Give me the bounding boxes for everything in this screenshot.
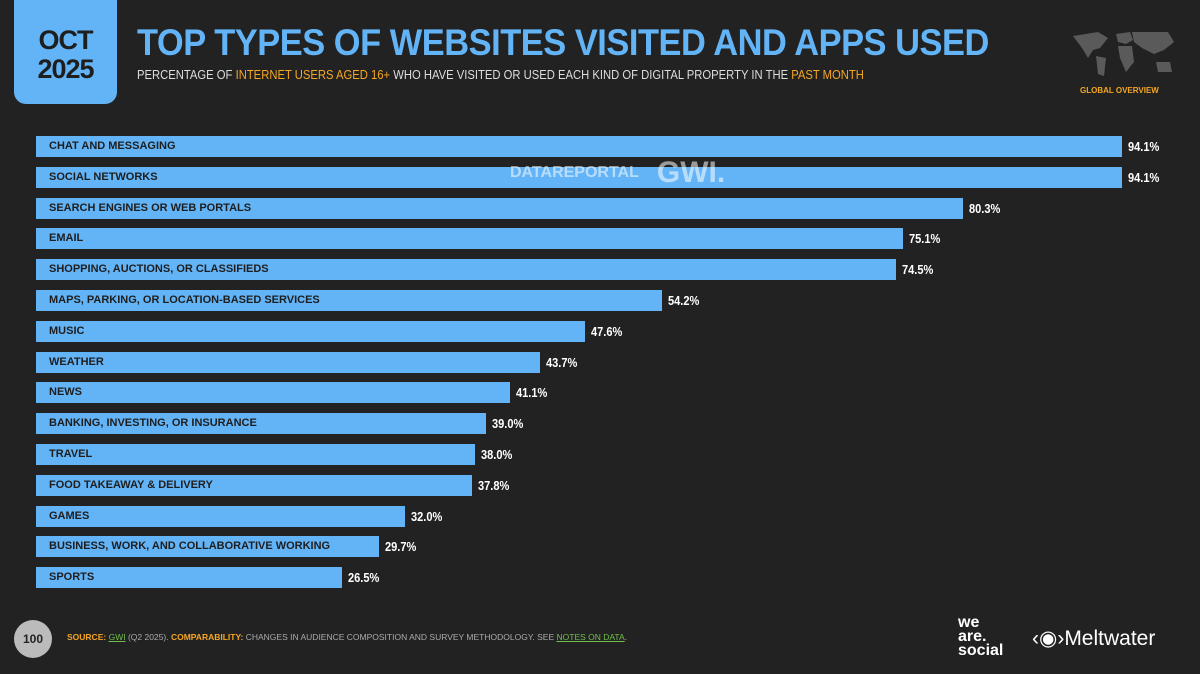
bar — [36, 197, 963, 219]
footer-source: SOURCE: GWI (Q2 2025). COMPARABILITY: CH… — [67, 632, 627, 642]
page-title: TOP TYPES OF WEBSITES VISITED AND APPS U… — [137, 22, 989, 63]
bar — [36, 290, 662, 311]
bar — [36, 444, 475, 465]
bar-category-label: TRAVEL — [49, 448, 93, 460]
bar-value-label: 26.5% — [347, 570, 380, 586]
bar-value-label: 43.7% — [546, 354, 578, 370]
bar-category-label: MAPS, PARKING, OR LOCATION-BASED SERVICE… — [49, 294, 320, 306]
region-label: GLOBAL OVERVIEW — [1080, 86, 1159, 95]
meltwater-logo: ‹◉›Meltwater — [1032, 626, 1155, 651]
bar — [36, 536, 379, 558]
bar — [36, 505, 406, 527]
bar-value-label: 54.2% — [667, 293, 699, 308]
bar — [36, 320, 586, 342]
we-are-social-logo: we are. social — [958, 614, 1004, 659]
bar-value-label: 39.0% — [492, 416, 524, 432]
bar-category-label: BUSINESS, WORK, AND COLLABORATIVE WORKIN… — [49, 540, 331, 553]
bar-value-label: 94.1% — [1128, 169, 1160, 185]
bar-category-label: FOOD TAKEAWAY & DELIVERY — [49, 478, 213, 491]
watermark-datareportal: DATAREPORTAL — [510, 164, 639, 182]
subtitle-text: PERCENTAGE OF — [137, 68, 236, 82]
date-month: OCT — [38, 25, 94, 55]
date-badge: OCT 2025 — [14, 0, 117, 104]
bar — [36, 259, 896, 281]
bar — [36, 136, 1122, 157]
bar — [36, 228, 903, 250]
bar-category-label: WEATHER — [49, 355, 104, 368]
bar-category-label: SEARCH ENGINES OR WEB PORTALS — [49, 201, 252, 214]
subtitle-text: WHO HAVE VISITED OR USED EACH KIND OF DI… — [390, 68, 792, 82]
source-label: SOURCE: — [67, 632, 107, 642]
bar-value-label: 29.7% — [384, 539, 417, 555]
bar-category-label: SPORTS — [49, 571, 95, 584]
page-subtitle: PERCENTAGE OF INTERNET USERS AGED 16+ WH… — [137, 68, 864, 82]
bar-category-label: SHOPPING, AUCTIONS, OR CLASSIFIEDS — [49, 263, 269, 276]
footer-end: . — [624, 632, 628, 642]
logo-text: are. — [958, 628, 987, 645]
bar-category-label: CHAT AND MESSAGING — [49, 140, 176, 152]
logo-text: Meltwater — [1064, 627, 1156, 650]
bar-value-label: 74.5% — [901, 262, 934, 278]
comparability-label: COMPARABILITY: — [170, 632, 244, 642]
bar-category-label: SOCIAL NETWORKS — [49, 170, 158, 183]
bar-value-label: 37.8% — [478, 477, 510, 493]
subtitle-highlight: INTERNET USERS AGED 16+ — [235, 68, 391, 82]
bar-value-label: 94.1% — [1128, 139, 1160, 154]
bar — [36, 474, 473, 496]
meltwater-icon: ‹◉› — [1032, 627, 1065, 650]
bar — [36, 166, 1122, 188]
bar-category-label: MUSIC — [49, 324, 85, 337]
bar-value-label: 47.6% — [591, 323, 623, 339]
bar-value-label: 38.0% — [480, 447, 512, 462]
bar — [36, 351, 541, 373]
bar — [36, 413, 487, 435]
comparability-text: CHANGES IN AUDIENCE COMPOSITION AND SURV… — [243, 632, 557, 642]
bar-category-label: GAMES — [49, 509, 90, 522]
world-map-icon — [1073, 32, 1174, 76]
source-period: (Q2 2025). — [125, 632, 171, 642]
logo-text: we — [958, 614, 980, 631]
bar-value-label: 41.1% — [516, 385, 548, 401]
page-number: 100 — [14, 620, 52, 658]
bar-value-label: 75.1% — [908, 231, 941, 247]
bar — [36, 382, 511, 404]
watermark: DATAREPORTAL GWI. — [510, 156, 725, 190]
bar-category-label: BANKING, INVESTING, OR INSURANCE — [49, 417, 257, 430]
notes-on-data-link[interactable]: NOTES ON DATA — [556, 632, 625, 642]
bar-category-label: EMAIL — [49, 232, 84, 245]
date-year: 2025 — [37, 54, 94, 84]
bar — [36, 567, 342, 589]
bar-value-label: 32.0% — [411, 508, 443, 524]
subtitle-highlight: PAST MONTH — [791, 68, 864, 82]
bar-value-label: 80.3% — [968, 200, 1001, 216]
logo-text: social — [958, 642, 1004, 659]
watermark-gwi: GWI. — [656, 156, 726, 189]
source-link[interactable]: GWI — [108, 632, 126, 642]
bar-category-label: NEWS — [49, 386, 82, 399]
